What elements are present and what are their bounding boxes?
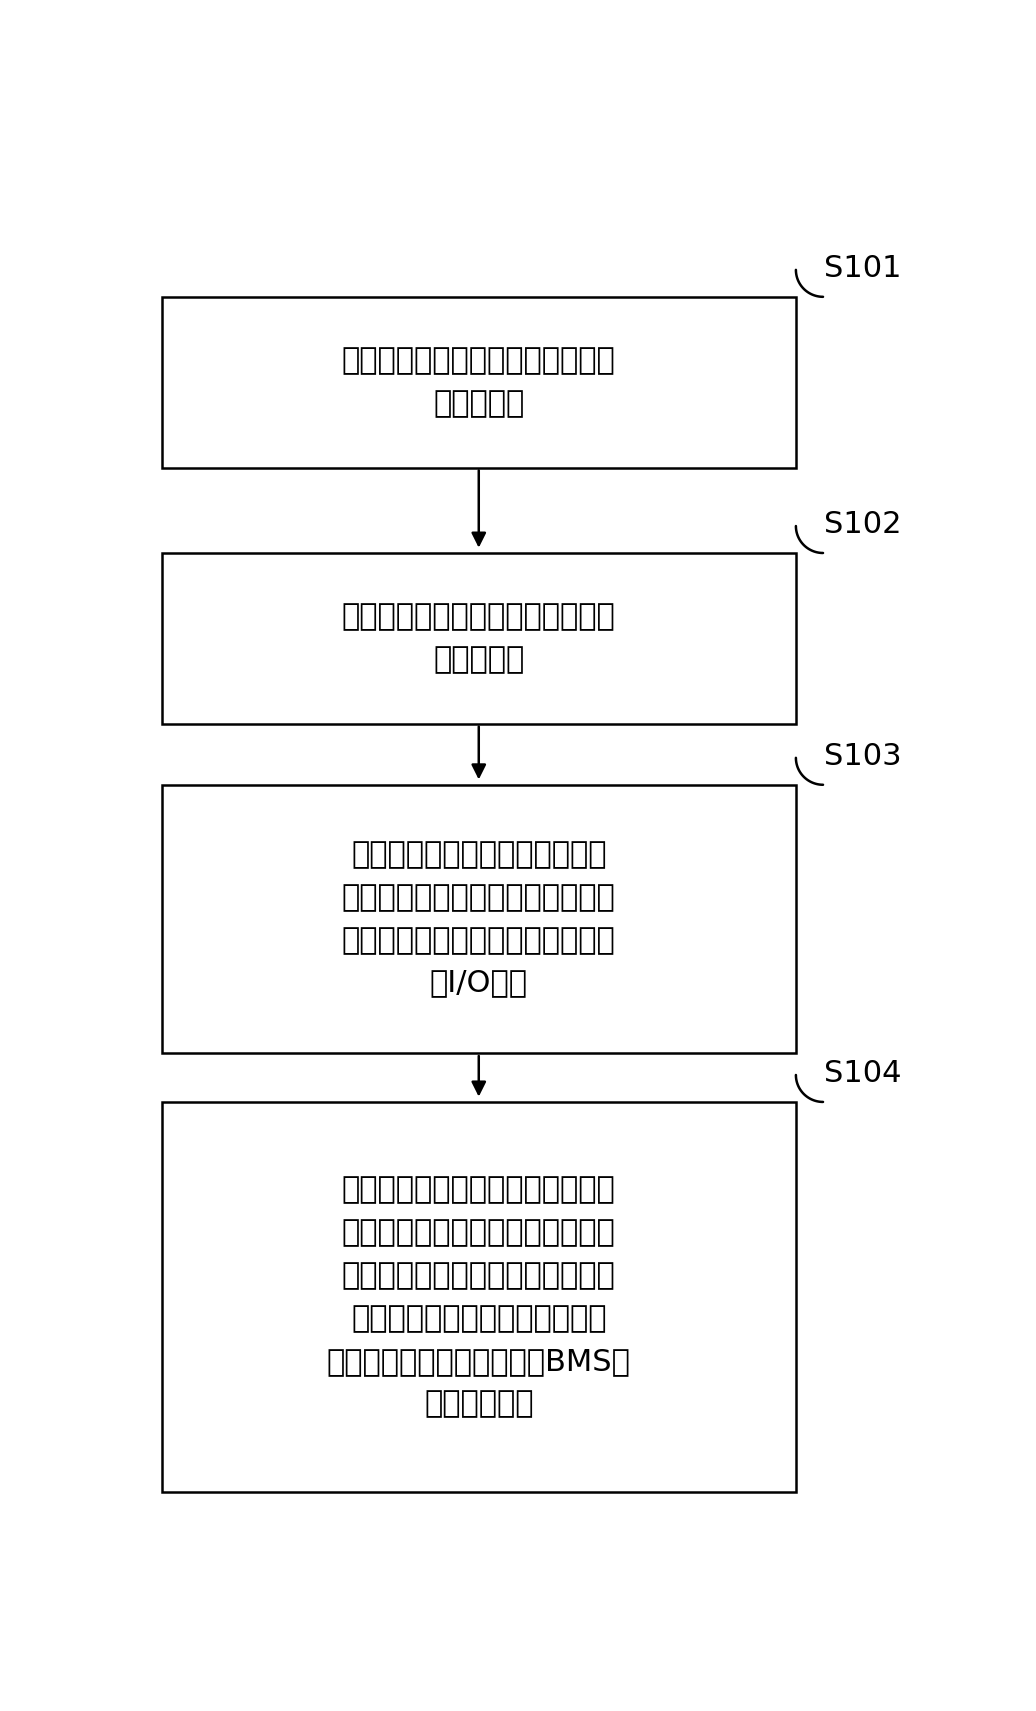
Bar [162, 1102, 796, 1492]
Text: S101: S101 [824, 255, 901, 282]
Text: S104: S104 [824, 1059, 901, 1088]
Text: 电压检测电路向电压比较器输出检
测电压信号: 电压检测电路向电压比较器输出检 测电压信号 [342, 346, 615, 417]
Text: S102: S102 [824, 510, 901, 539]
Text: 参考电压产生电路为电压比较器提
供参考电压: 参考电压产生电路为电压比较器提 供参考电压 [342, 602, 615, 674]
Bar [162, 553, 796, 724]
Text: S103: S103 [824, 743, 901, 772]
Text: 电压比较器将输出检测电压信号
与参考电压进行比较，生成两电平
数字开关信号，并输入到电控单元
的I/O端口: 电压比较器将输出检测电压信号 与参考电压进行比较，生成两电平 数字开关信号，并输… [342, 840, 615, 998]
Text: 电控单元通过对电压比较器生成的
两电平数字开关信号进行分析判断
高压互锁回路的完整性、定位出现
故障的高压连接器，生成故障代
码，并向动力电池管理系统BMS发
: 电控单元通过对电压比较器生成的 两电平数字开关信号进行分析判断 高压互锁回路的完… [326, 1175, 631, 1418]
Bar [162, 296, 796, 467]
Bar [162, 785, 796, 1054]
